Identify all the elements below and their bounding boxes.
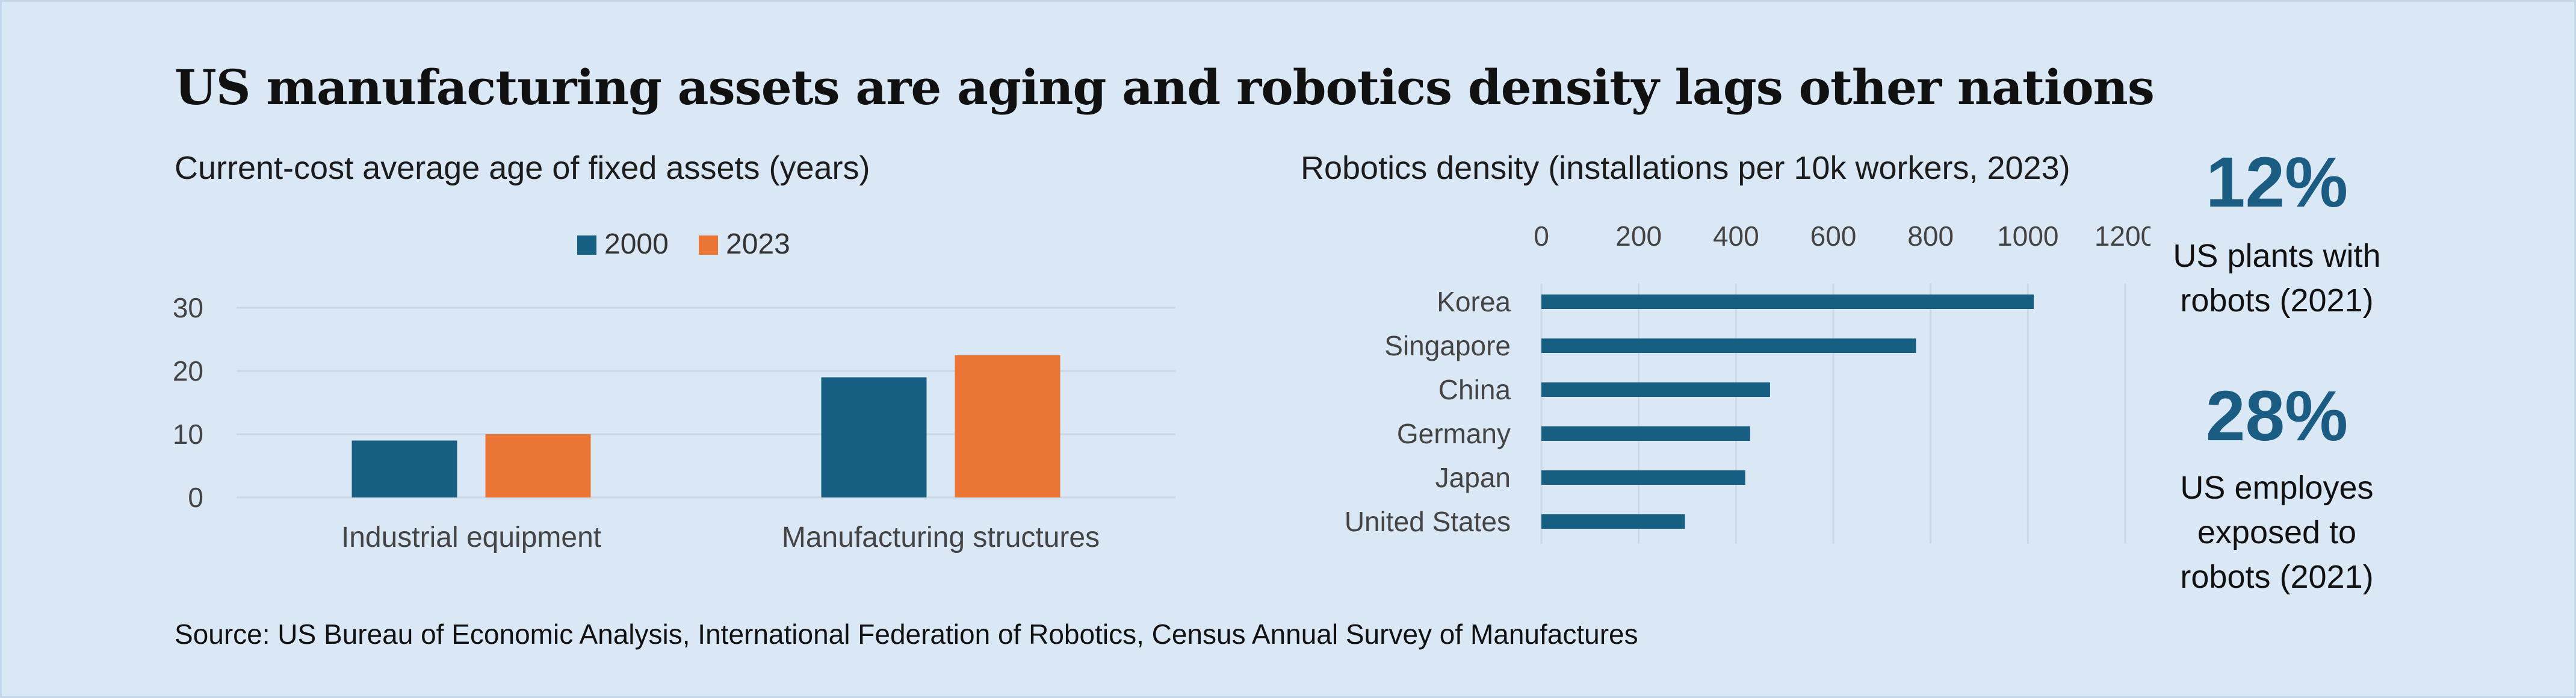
x-tick-label: 600 xyxy=(1810,220,1857,252)
bar-2023 xyxy=(955,355,1060,497)
legend-label: 2000 xyxy=(604,228,669,260)
y-tick-label: 30 xyxy=(173,292,203,323)
category-label: Industrial equipment xyxy=(341,522,601,553)
source-note: Source: US Bureau of Economic Analysis, … xyxy=(175,619,1638,650)
stat-label-line: robots (2021) xyxy=(2180,282,2374,319)
bar-germany xyxy=(1541,426,1750,441)
x-tick-label: 0 xyxy=(1534,220,1549,252)
bar-united-states xyxy=(1541,514,1685,529)
stat-robot-plants-label: US plants with robots (2021) xyxy=(2144,234,2409,323)
bar-china xyxy=(1541,382,1770,397)
category-label: Germany xyxy=(1397,418,1511,449)
x-tick-label: 200 xyxy=(1615,220,1662,252)
y-tick-label: 10 xyxy=(173,419,203,450)
bar-2000 xyxy=(351,440,457,497)
y-tick-label: 20 xyxy=(173,355,203,387)
stat-robot-plants-value: 12% xyxy=(2205,143,2348,222)
x-tick-label: 1200 xyxy=(2095,220,2150,252)
bar-2000 xyxy=(821,377,927,497)
category-label: Japan xyxy=(1435,462,1511,493)
bar-korea xyxy=(1541,294,2034,309)
category-label: Singapore xyxy=(1384,330,1511,361)
x-tick-label: 800 xyxy=(1907,220,1954,252)
bar-singapore xyxy=(1541,338,1916,353)
legend-swatch xyxy=(699,235,718,255)
stat-label-line: US employes xyxy=(2180,470,2374,506)
age-bar-chart: 0 10 20 30 2000 2023 Industrial equipment Manuf… xyxy=(173,228,1175,553)
age-chart-title: Current-cost average age of fixed assets… xyxy=(175,150,870,186)
category-label: Korea xyxy=(1437,286,1511,317)
bar-japan xyxy=(1541,470,1745,485)
stat-label-line: US plants with xyxy=(2173,238,2381,274)
stat-label-line: robots (2021) xyxy=(2180,559,2374,595)
legend-label: 2023 xyxy=(726,228,790,260)
x-tick-label: 400 xyxy=(1713,220,1759,252)
stat-exposed-employees-value: 28% xyxy=(2205,376,2348,456)
density-chart-title: Robotics density (installations per 10k … xyxy=(1301,150,2070,186)
category-label: Manufacturing structures xyxy=(782,522,1100,553)
category-label: United States xyxy=(1345,506,1511,537)
stat-exposed-employees-label: US employes exposed to robots (2021) xyxy=(2144,466,2409,599)
stat-label-line: exposed to xyxy=(2197,514,2357,550)
page-title: US manufacturing assets are aging and ro… xyxy=(175,59,2155,116)
y-tick-label: 0 xyxy=(188,482,203,513)
category-label: China xyxy=(1438,374,1511,405)
bar-2023 xyxy=(485,434,591,497)
x-tick-label: 1000 xyxy=(1997,220,2058,252)
density-bar-chart: 0 200 400 600 800 1000 1200 Korea Singapore China… xyxy=(1345,220,2150,544)
legend-swatch xyxy=(577,235,596,255)
